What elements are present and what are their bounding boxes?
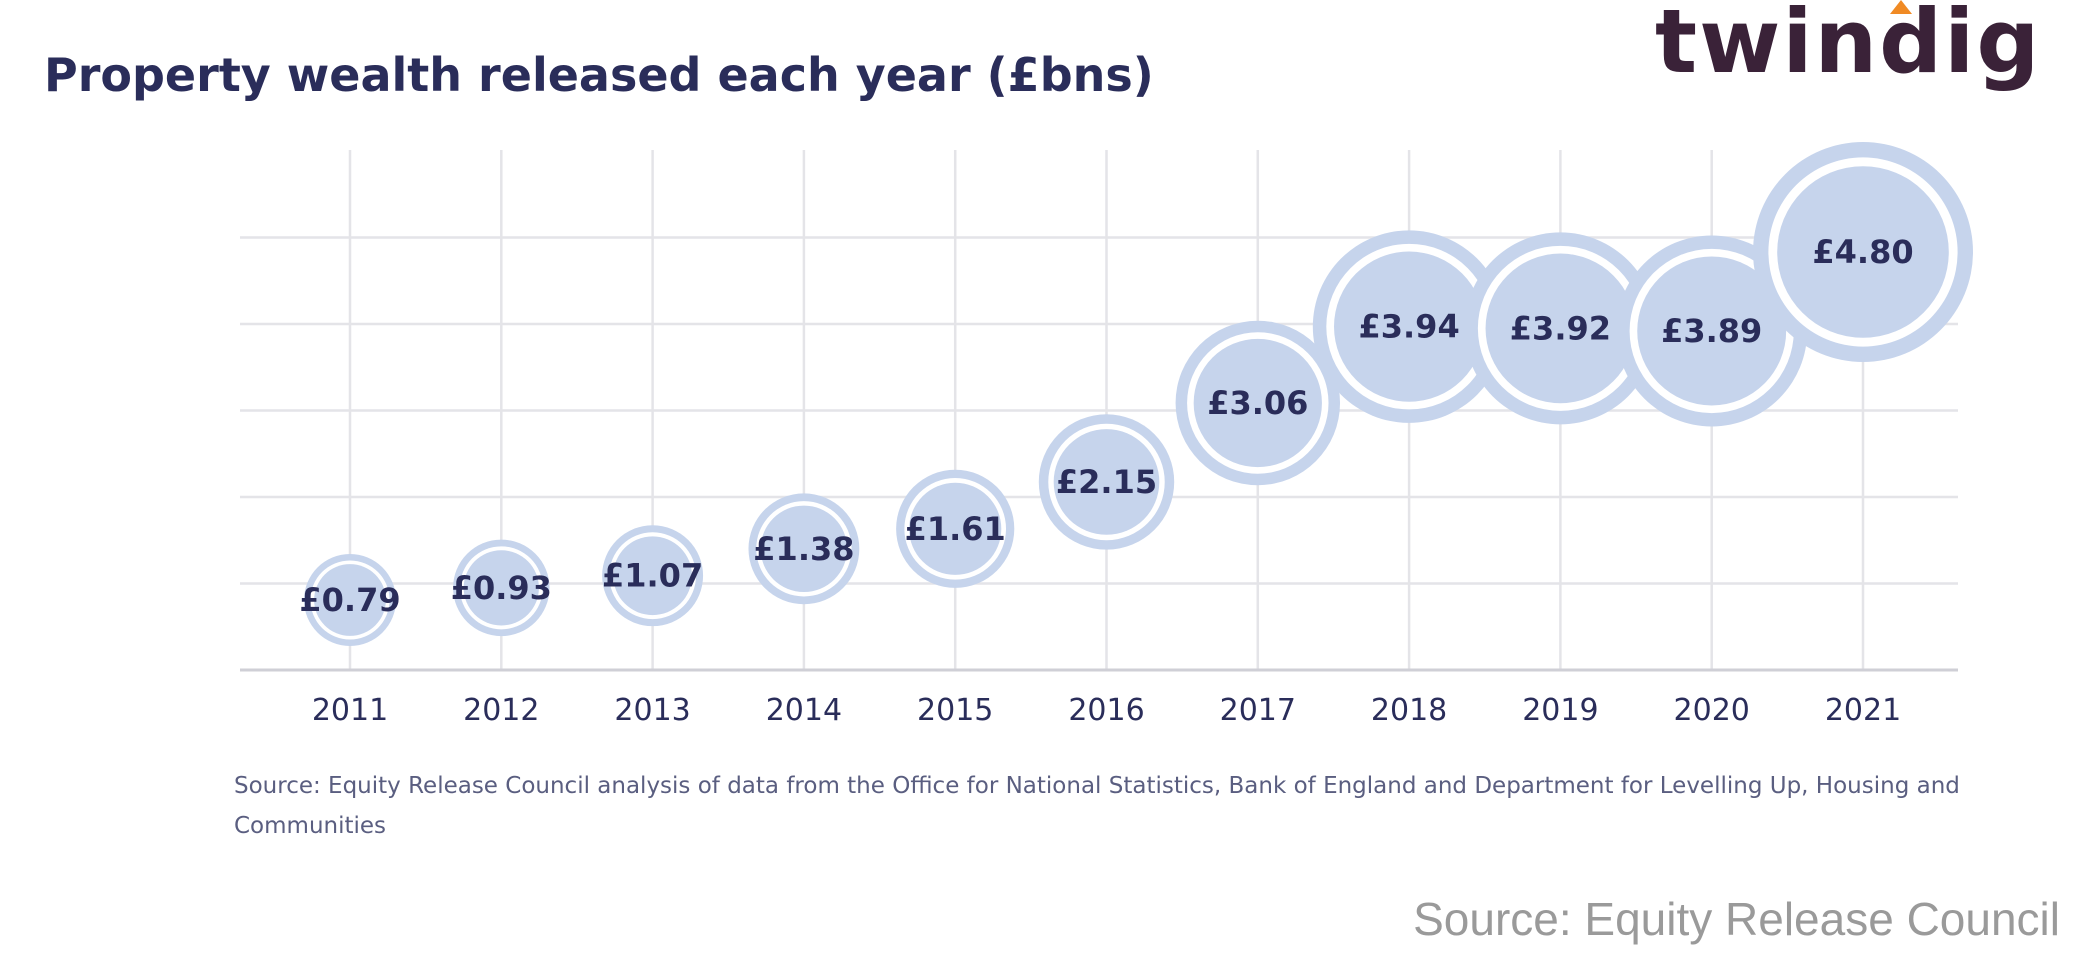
- bubble-2014: £1.38: [748, 493, 860, 605]
- bubble-2012: £0.93: [451, 539, 552, 637]
- bubble-2011: £0.79: [299, 554, 401, 646]
- bubble-2019: £3.92: [1464, 232, 1657, 425]
- x-tick-label: 2015: [917, 693, 993, 728]
- bubble-label: £0.79: [299, 581, 400, 619]
- bubble-2016: £2.15: [1038, 414, 1175, 550]
- x-tick-label: 2020: [1674, 693, 1750, 728]
- bubble-2018: £3.94: [1312, 230, 1506, 423]
- bubble-label: £4.80: [1812, 233, 1913, 271]
- x-tick-label: 2012: [463, 693, 539, 728]
- x-tick-label: 2021: [1825, 693, 1901, 728]
- x-tick-label: 2011: [312, 693, 388, 728]
- bubble-label: £2.15: [1056, 463, 1157, 501]
- bubble-2017: £3.06: [1175, 320, 1341, 486]
- bubble-label: £3.06: [1207, 384, 1308, 422]
- x-tick-label: 2013: [614, 693, 690, 728]
- bubble-label: £3.89: [1661, 312, 1762, 350]
- bubble-2013: £1.07: [602, 525, 703, 627]
- x-tick-label: 2014: [766, 693, 842, 728]
- bubble-2021: £4.80: [1753, 142, 1973, 362]
- bubble-label: £3.94: [1358, 308, 1459, 346]
- x-tick-label: 2016: [1068, 693, 1144, 728]
- twindig-logo: twindig: [1655, 0, 2042, 93]
- chart-title: Property wealth released each year (£bns…: [44, 48, 1154, 102]
- x-axis-ticks: 2011 2012 2013 2014 2015 2016 2017 2018 2019 2020…: [312, 693, 1901, 728]
- x-tick-label: 2018: [1371, 693, 1447, 728]
- bubble-label: £3.92: [1510, 309, 1611, 347]
- bubble-2015: £1.61: [896, 469, 1015, 588]
- bubble-label: £1.61: [905, 510, 1006, 548]
- x-tick-label: 2019: [1522, 693, 1598, 728]
- logo-accent-icon: [1890, 0, 1912, 14]
- bubble-label: £1.38: [753, 530, 854, 568]
- x-tick-label: 2017: [1220, 693, 1296, 728]
- source-credit: Source: Equity Release Council: [1413, 893, 2060, 945]
- bubble-label: £1.07: [602, 557, 703, 595]
- bubble-layer: £0.79 £0.93 £1.07 £1.38 £1.61 £2.15 £3.06 £3.94…: [299, 142, 1973, 646]
- bubble-label: £0.93: [451, 569, 552, 607]
- source-note: Source: Equity Release Council analysis …: [234, 773, 1960, 839]
